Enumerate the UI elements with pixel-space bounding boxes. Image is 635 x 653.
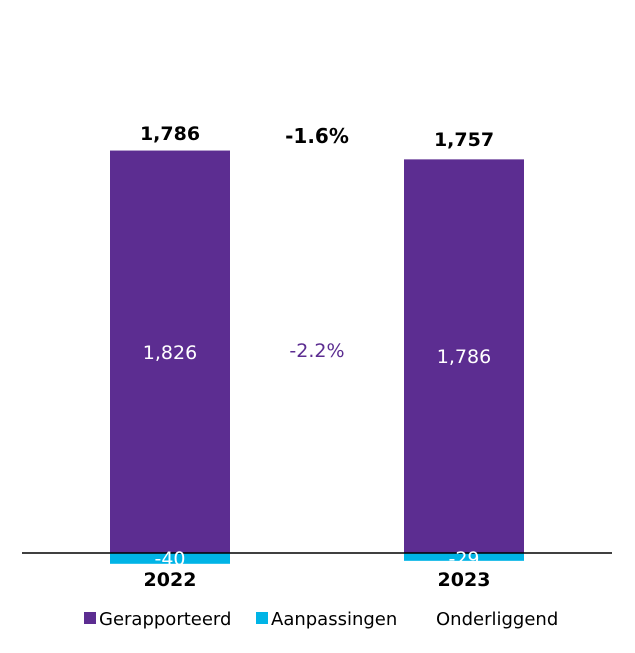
legend: Gerapporteerd Aanpassingen Onderliggend bbox=[84, 609, 558, 630]
bar-reported-2022 bbox=[110, 150, 230, 553]
legend-gerapporteerd-label: Gerapporteerd bbox=[99, 609, 231, 630]
label-underlying-2023: 1,757 bbox=[434, 129, 494, 151]
label-adjustment-2023: -29 bbox=[448, 548, 479, 570]
legend-aanpassingen-label: Aanpassingen bbox=[271, 609, 397, 630]
bars-layer bbox=[110, 150, 524, 564]
legend-onderliggend-label: Onderliggend bbox=[436, 609, 558, 630]
change-label-reported: -2.2% bbox=[289, 340, 344, 362]
label-reported-2022: 1,826 bbox=[143, 342, 197, 364]
x-tick-label-2022: 2022 bbox=[144, 569, 197, 591]
label-underlying-2022: 1,786 bbox=[140, 123, 200, 145]
label-adjustment-2022: -40 bbox=[154, 548, 185, 570]
label-reported-2023: 1,786 bbox=[437, 346, 491, 368]
legend-gerapporteerd-swatch bbox=[84, 612, 96, 624]
bar-adjustment-2023 bbox=[404, 553, 524, 561]
change-label-underlying: -1.6% bbox=[285, 124, 349, 148]
bar-adjustment-2022 bbox=[110, 553, 230, 564]
bar-reported-2023 bbox=[404, 159, 524, 553]
x-tick-label-2023: 2023 bbox=[438, 569, 491, 591]
legend-aanpassingen-swatch bbox=[256, 612, 268, 624]
